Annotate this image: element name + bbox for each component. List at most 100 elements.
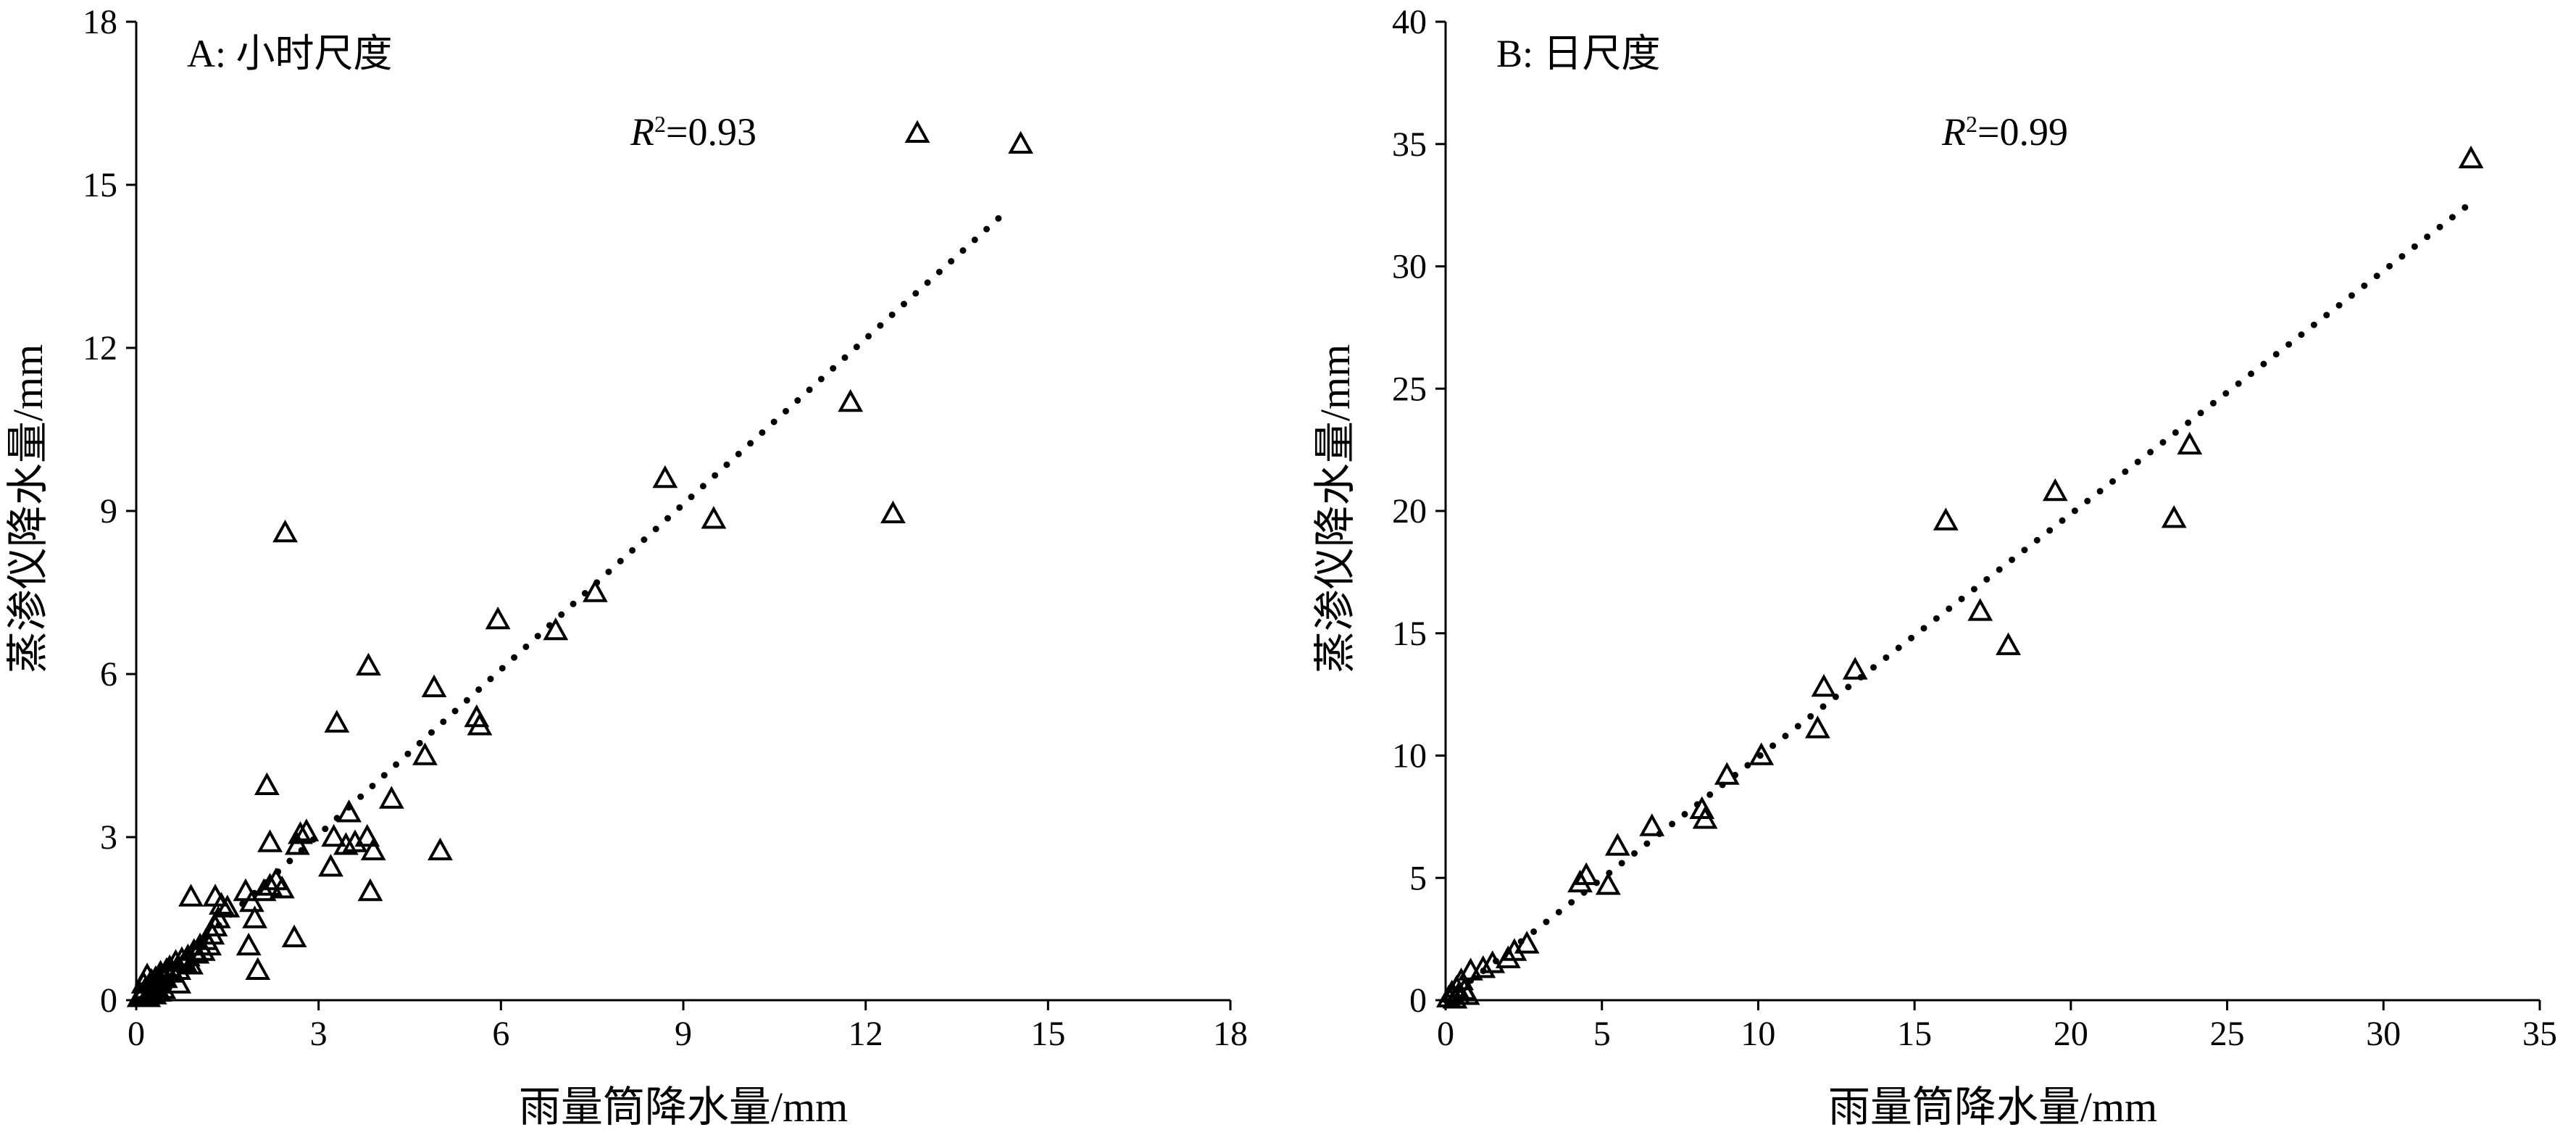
data-point (281, 924, 307, 947)
data-point (1501, 938, 1527, 961)
x-axis-title: 雨量筒降水量/mm (1828, 1084, 2157, 1131)
data-point (288, 821, 313, 844)
data-point (1573, 862, 1599, 886)
data-point (235, 932, 262, 956)
data-point (428, 837, 453, 860)
y-tick-label: 15 (83, 166, 117, 204)
x-tick-label: 15 (1030, 1015, 1065, 1053)
r-squared-label: R2=0.99 (1941, 110, 2068, 154)
data-point (141, 981, 167, 1005)
data-point (2458, 145, 2484, 169)
data-point (1805, 715, 1830, 739)
data-point (701, 506, 727, 529)
panel-title: A: 小时尺度 (187, 32, 393, 75)
data-point (485, 606, 511, 630)
x-tick-label: 35 (2522, 1015, 2557, 1053)
panel-b-daily: B: 日尺度 R2=0.99 雨量筒降水量/mm 蒸渗仪降水量/mm 0 5 10 1… (1312, 3, 2557, 1131)
data-point (1692, 806, 1718, 829)
panel-a-hourly: A: 小时尺度 R2=0.93 雨量筒降水量/mm 蒸渗仪降水量/mm 0 3 6 9… (4, 3, 1248, 1131)
r-squared-symbol: R (630, 110, 654, 154)
data-point (272, 519, 298, 543)
data-point (178, 952, 204, 975)
x-tick-label: 10 (1741, 1015, 1775, 1053)
data-point (1967, 598, 1993, 621)
x-tick-label: 15 (1897, 1015, 1932, 1053)
y-tick-label: 9 (100, 492, 117, 531)
y-tick-label: 35 (1392, 125, 1427, 164)
data-point (354, 823, 380, 847)
x-tick-label: 0 (1437, 1015, 1454, 1053)
data-point (2042, 478, 2068, 502)
data-point (838, 388, 864, 412)
x-tick-label: 18 (1213, 1015, 1248, 1053)
data-point (242, 905, 267, 928)
data-point (1495, 945, 1521, 968)
data-point (652, 465, 678, 488)
y-tick-label: 10 (1392, 737, 1427, 776)
y-tick-label: 40 (1392, 3, 1427, 41)
x-tick-label: 30 (2366, 1015, 2401, 1053)
data-point (245, 957, 271, 980)
data-point (233, 878, 259, 902)
data-point (2177, 431, 2203, 455)
data-point (1996, 632, 2021, 655)
data-point (196, 932, 222, 956)
data-point (543, 617, 569, 641)
r-squared-label: R2=0.93 (630, 110, 756, 154)
data-point (202, 884, 228, 907)
y-tick-label: 30 (1392, 248, 1427, 286)
data-point (1567, 869, 1593, 893)
data-point (1933, 507, 1959, 531)
y-tick-label: 3 (100, 818, 117, 857)
data-point (360, 837, 386, 860)
data-point (178, 884, 204, 907)
y-tick-label: 15 (1392, 615, 1427, 653)
data-point (251, 878, 277, 902)
data-point (467, 712, 493, 736)
data-point (582, 579, 608, 602)
y-tick-label: 0 (100, 981, 117, 1020)
panel-title: B: 日尺度 (1496, 32, 1661, 75)
data-point (412, 742, 438, 765)
trend-line (133, 209, 1009, 1004)
x-tick-label: 25 (2210, 1015, 2245, 1053)
x-tick-label: 0 (128, 1015, 145, 1053)
data-point (269, 876, 295, 899)
x-tick-label: 5 (1593, 1015, 1611, 1053)
r-squared-value: =0.93 (666, 110, 756, 154)
r-squared-superscript: 2 (1966, 111, 1977, 137)
data-point (257, 829, 283, 852)
data-point (293, 818, 320, 841)
y-axis-title: 蒸渗仪降水量/mm (4, 344, 51, 673)
data-point (1714, 762, 1740, 785)
data-point (1842, 657, 1868, 680)
data-point (214, 894, 241, 918)
data-point (336, 799, 362, 823)
x-tick-label: 20 (2054, 1015, 2088, 1053)
data-point (284, 832, 310, 855)
x-tick-label: 6 (492, 1015, 509, 1053)
data-point (1639, 813, 1665, 836)
data-point (151, 976, 177, 999)
data-point (254, 772, 280, 795)
data-point (318, 854, 343, 877)
data-point (1480, 950, 1506, 973)
data-point (159, 960, 186, 983)
data-point (321, 823, 347, 847)
data-point (1470, 955, 1496, 978)
data-point (333, 832, 359, 855)
data-point (146, 978, 172, 1002)
x-tick-label: 9 (675, 1015, 692, 1053)
y-tick-label: 12 (83, 329, 117, 367)
data-point (1811, 673, 1837, 697)
data-point (205, 905, 231, 928)
x-tick-label: 3 (310, 1015, 328, 1053)
y-tick-label: 20 (1392, 492, 1427, 531)
data-point (1748, 742, 1775, 765)
y-tick-label: 0 (1409, 981, 1427, 1020)
data-point (2161, 505, 2187, 528)
data-point (904, 120, 930, 143)
data-point (190, 938, 216, 961)
y-axis-title: 蒸渗仪降水量/mm (1312, 344, 1359, 673)
r-squared-symbol: R (1941, 110, 1966, 154)
